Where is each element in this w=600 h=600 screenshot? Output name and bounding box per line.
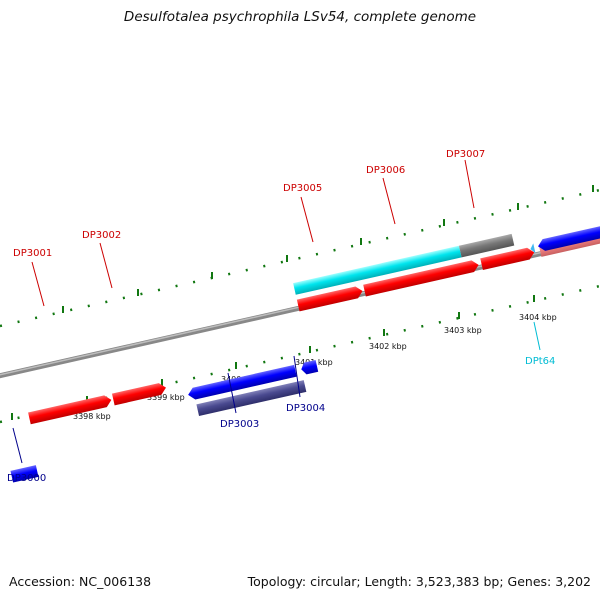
forward-features xyxy=(28,227,600,425)
leader-DP3004 xyxy=(293,355,301,398)
gene-DP3007-gray-bar[interactable] xyxy=(458,233,515,258)
forward-guide-dots xyxy=(0,188,600,328)
gene-label-DP3007[interactable]: DP3007 xyxy=(446,149,485,160)
tick-label-3404: 3404 kbp xyxy=(519,313,557,322)
leader-DPt64 xyxy=(533,321,541,351)
gene-label-DP3005[interactable]: DP3005 xyxy=(283,183,322,194)
map-title: Desulfotalea psychrophila LSv54, complet… xyxy=(123,9,477,25)
reverse-guide-dots xyxy=(0,284,600,424)
leader-DP3003 xyxy=(227,372,237,414)
gene-DP3001-arrow[interactable] xyxy=(28,394,113,425)
leader-DP3006 xyxy=(382,177,396,225)
accession-text: Accession: NC_006138 xyxy=(9,574,152,589)
topology-summary-text: Topology: circular; Length: 3,523,383 bp… xyxy=(247,574,591,589)
gene-DP3006-arrow[interactable] xyxy=(363,259,480,297)
gene-label-DP3000[interactable]: DP3000 xyxy=(7,473,46,484)
gene-DP3007-arrow[interactable] xyxy=(480,246,535,271)
tick-label-3402: 3402 kbp xyxy=(369,342,407,351)
gene-label-DP3006[interactable]: DP3006 xyxy=(366,165,405,176)
gene-label-DPt64[interactable]: DPt64 xyxy=(525,356,555,367)
gene-DP3005-arrow[interactable] xyxy=(296,285,364,312)
gene-label-DP3001[interactable]: DP3001 xyxy=(13,248,52,259)
major-ticks xyxy=(11,185,594,420)
gene-blue-right-arrow[interactable] xyxy=(537,219,600,252)
gene-DP3003-arrow[interactable] xyxy=(187,364,297,401)
leader-DP3007 xyxy=(464,159,475,209)
gene-DP3002-arrow[interactable] xyxy=(111,382,167,406)
gene-DP3000-arrow[interactable] xyxy=(10,465,39,483)
gene-label-DP3003[interactable]: DP3003 xyxy=(220,419,259,430)
gene-DP3006-trna-bar[interactable] xyxy=(293,245,462,295)
gene-DP3003-purple-bar[interactable] xyxy=(196,380,307,417)
leader-DP3002 xyxy=(99,242,113,289)
gene-DP3004-arrow[interactable] xyxy=(300,360,319,375)
gene-label-DP3002[interactable]: DP3002 xyxy=(82,230,121,241)
tick-label-3399: 3399 kbp xyxy=(147,393,185,402)
gene-DPt64-arrow[interactable] xyxy=(529,243,536,254)
leader-DP3005 xyxy=(300,196,314,243)
reverse-features xyxy=(10,219,600,483)
tick-label-3398: 3398 kbp xyxy=(73,412,111,421)
leader-DP3001 xyxy=(31,261,45,307)
gene-label-DP3004[interactable]: DP3004 xyxy=(286,403,325,414)
tick-label-3403: 3403 kbp xyxy=(444,326,482,335)
leader-DP3000 xyxy=(12,427,23,464)
